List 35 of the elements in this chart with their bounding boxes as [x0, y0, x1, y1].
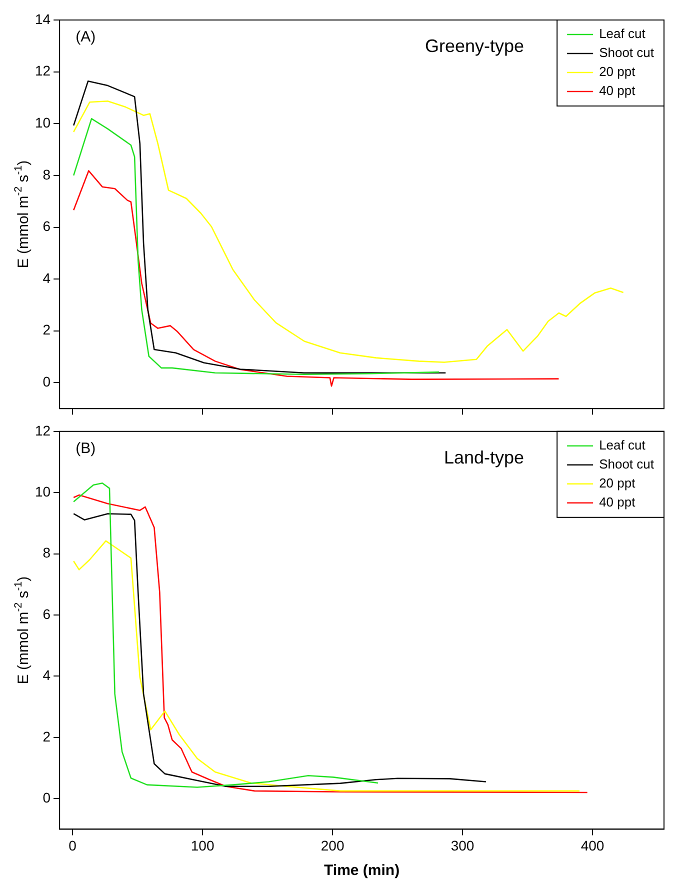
legend-label: 40 ppt: [599, 83, 636, 98]
annotation: (B): [76, 440, 96, 458]
y-tick-label: 12: [34, 422, 51, 438]
y-tick-label: 8: [42, 544, 51, 561]
legend-label: Shoot cut: [599, 45, 654, 60]
y-tick-label: 2: [42, 728, 51, 744]
x-tick-label: 0: [68, 837, 77, 854]
x-tick-label: 400: [580, 837, 604, 854]
y-tick-label: 6: [42, 606, 51, 622]
legend-label: 20 ppt: [599, 475, 636, 490]
y-tick-label: 10: [34, 114, 51, 130]
annotation: Land-type: [444, 447, 524, 468]
legend-label: 40 ppt: [599, 494, 636, 510]
y-axis-title: E (mmol m-2 s-1): [12, 160, 32, 268]
y-tick-label: 6: [42, 218, 51, 234]
y-tick-label: 0: [42, 789, 51, 806]
x-axis-title: Time (min): [324, 862, 400, 880]
y-axis-title: E (mmol m-2 s-1): [12, 576, 32, 684]
x-tick-label: 100: [190, 837, 214, 854]
legend-label: Shoot cut: [599, 456, 654, 472]
legend-label: 20 ppt: [599, 64, 636, 80]
y-tick-label: 12: [34, 62, 51, 79]
annotation: Greeny-type: [424, 36, 524, 56]
y-tick-label: 4: [42, 270, 51, 286]
y-tick-label: 2: [42, 322, 51, 338]
y-tick-label: 8: [42, 166, 51, 182]
x-tick-label: 300: [450, 837, 474, 854]
legend-label: Leaf cut: [599, 26, 646, 42]
y-tick-label: 10: [34, 483, 51, 500]
y-tick-label: 14: [34, 10, 51, 27]
y-tick-label: 0: [42, 374, 51, 390]
x-tick-label: 200: [320, 837, 344, 854]
y-tick-label: 4: [42, 667, 51, 684]
legend-label: Leaf cut: [599, 437, 646, 452]
annotation: (A): [76, 28, 96, 46]
